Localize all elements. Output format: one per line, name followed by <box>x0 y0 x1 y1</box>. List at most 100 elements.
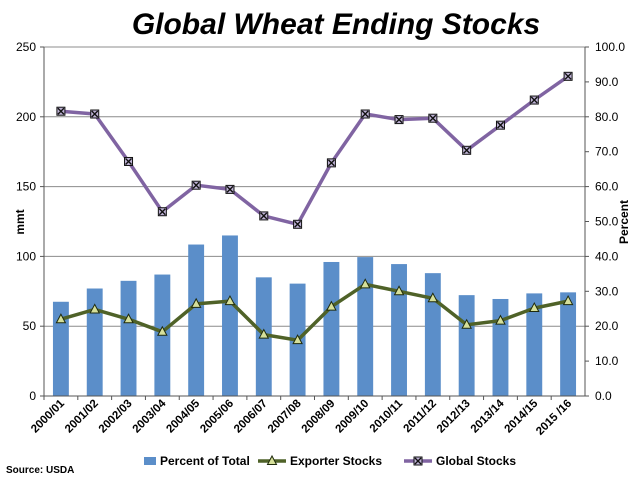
right-tick-label: 70.0 <box>595 145 619 159</box>
bar-percent-of-total <box>120 280 137 396</box>
x-tick-label: 2001/02 <box>63 398 101 436</box>
right-tick-label: 90.0 <box>595 75 619 89</box>
x-tick-label: 2010/11 <box>368 397 406 435</box>
marker-x <box>125 157 133 165</box>
global-stocks-point <box>56 106 66 116</box>
bar-percent-of-total <box>424 273 441 396</box>
x-tick-label: 2005/06 <box>198 398 236 436</box>
marker-x <box>294 220 302 228</box>
x-tick-label: 2012/13 <box>435 398 473 436</box>
global-stocks-point <box>428 113 438 123</box>
right-axis-ticks: 0.0 10.0 20.0 30.0 40.0 50.0 60.0 70.0 80.0 90.0 1… <box>585 40 625 403</box>
global-stocks-point <box>191 180 201 190</box>
left-tick-label: 200 <box>16 110 36 124</box>
legend-marker-exporter-stocks <box>266 454 278 465</box>
legend-label-global-stocks: Global Stocks <box>436 454 516 468</box>
right-tick-label: 100.0 <box>595 40 625 54</box>
x-tick-label: 2011/12 <box>402 398 439 435</box>
series-lines <box>55 71 574 345</box>
legend: Percent of Total Exporter Stocks Global St… <box>144 454 516 468</box>
exporter-stocks-point <box>528 301 540 313</box>
right-tick-label: 0.0 <box>595 389 612 403</box>
global-stocks-point <box>326 158 336 168</box>
legend-swatch-percent-of-total <box>144 457 156 465</box>
bar-percent-of-total <box>492 298 509 396</box>
x-tick-label: 2015 /16 <box>534 398 574 438</box>
global-stocks-point <box>225 184 235 194</box>
exporter-stocks-point <box>224 295 236 306</box>
bar-percent-of-total <box>323 261 340 396</box>
marker-x <box>429 114 437 122</box>
left-tick-label: 250 <box>16 40 36 54</box>
marker-x <box>226 185 234 193</box>
x-tick-label: 2003/04 <box>131 397 169 435</box>
x-tick-label: 2006/07 <box>232 398 270 436</box>
bar-percent-of-total <box>560 292 577 396</box>
exporter-stocks-point <box>427 292 439 303</box>
chart-title: Global Wheat Ending Stocks <box>132 8 540 41</box>
bar-percent-of-total <box>391 264 407 396</box>
exporter-stocks-point <box>190 297 202 308</box>
exporter-stocks-point <box>258 328 270 339</box>
global-stocks-point <box>495 120 505 130</box>
exporter-stocks-point <box>393 285 405 296</box>
right-axis-label: Percent <box>617 200 631 244</box>
bar-percent-of-total <box>458 295 475 396</box>
left-axis-label: mmt <box>13 209 27 234</box>
marker-x <box>192 181 200 189</box>
marker-x <box>463 146 471 154</box>
right-tick-label: 20.0 <box>595 319 619 333</box>
x-tick-label: 2013/14 <box>469 397 507 435</box>
exporter-stocks-point <box>157 325 168 336</box>
global-stocks-point <box>462 145 472 155</box>
exporter-stocks-point <box>89 303 101 314</box>
global-stocks-point <box>529 95 539 105</box>
global-stocks-point <box>360 109 370 119</box>
marker-x <box>158 208 166 216</box>
marker-x <box>327 159 335 167</box>
marker-x <box>91 110 99 118</box>
left-axis-ticks: 0 50 100 150 200 250 <box>16 40 44 403</box>
exporter-stocks-point <box>461 318 472 329</box>
marker-x <box>361 110 369 118</box>
right-tick-label: 80.0 <box>595 110 619 124</box>
exporter-stocks-point <box>495 314 506 325</box>
legend-label-exporter-stocks: Exporter Stocks <box>290 454 382 468</box>
global-stocks-point <box>90 109 100 119</box>
right-tick-label: 30.0 <box>595 284 619 298</box>
marker-x <box>260 212 268 220</box>
bar-percent-of-total <box>52 301 69 396</box>
left-tick-label: 100 <box>16 249 36 263</box>
global-stocks-point <box>124 156 134 166</box>
exporter-stocks-point <box>292 334 303 345</box>
left-tick-label: 0 <box>29 389 36 403</box>
marker-x <box>496 121 504 129</box>
marker-x <box>530 96 538 104</box>
exporter-stocks-point <box>326 300 337 311</box>
marker-x <box>57 107 65 115</box>
exporter-stocks-point <box>562 295 574 306</box>
global-stocks-point <box>394 115 404 125</box>
x-tick-label: 2007/08 <box>266 397 304 435</box>
left-tick-label: 50 <box>23 319 37 333</box>
right-tick-label: 60.0 <box>595 180 619 194</box>
marker-x <box>564 72 572 80</box>
right-tick-label: 10.0 <box>595 354 619 368</box>
global-stocks-point <box>157 207 167 217</box>
exporter-stocks-line <box>60 282 569 342</box>
right-tick-label: 40.0 <box>595 249 619 263</box>
bar-percent-of-total <box>86 288 103 396</box>
legend-marker-x <box>414 457 422 465</box>
percent-bars <box>52 235 577 396</box>
exporter-stocks-point <box>359 278 371 289</box>
x-axis-ticks: 2000/012001/022002/032003/042004/052005/… <box>29 396 574 438</box>
legend-label-percent-of-total: Percent of Total <box>160 454 250 468</box>
x-tick-label: 2008/09 <box>300 398 338 436</box>
bar-percent-of-total <box>526 293 543 396</box>
global-stocks-point <box>259 211 269 221</box>
global-stocks-point <box>293 219 303 229</box>
source-note: Source: USDA <box>6 465 74 476</box>
bar-percent-of-total <box>357 257 374 396</box>
global-stocks-point <box>563 71 573 81</box>
